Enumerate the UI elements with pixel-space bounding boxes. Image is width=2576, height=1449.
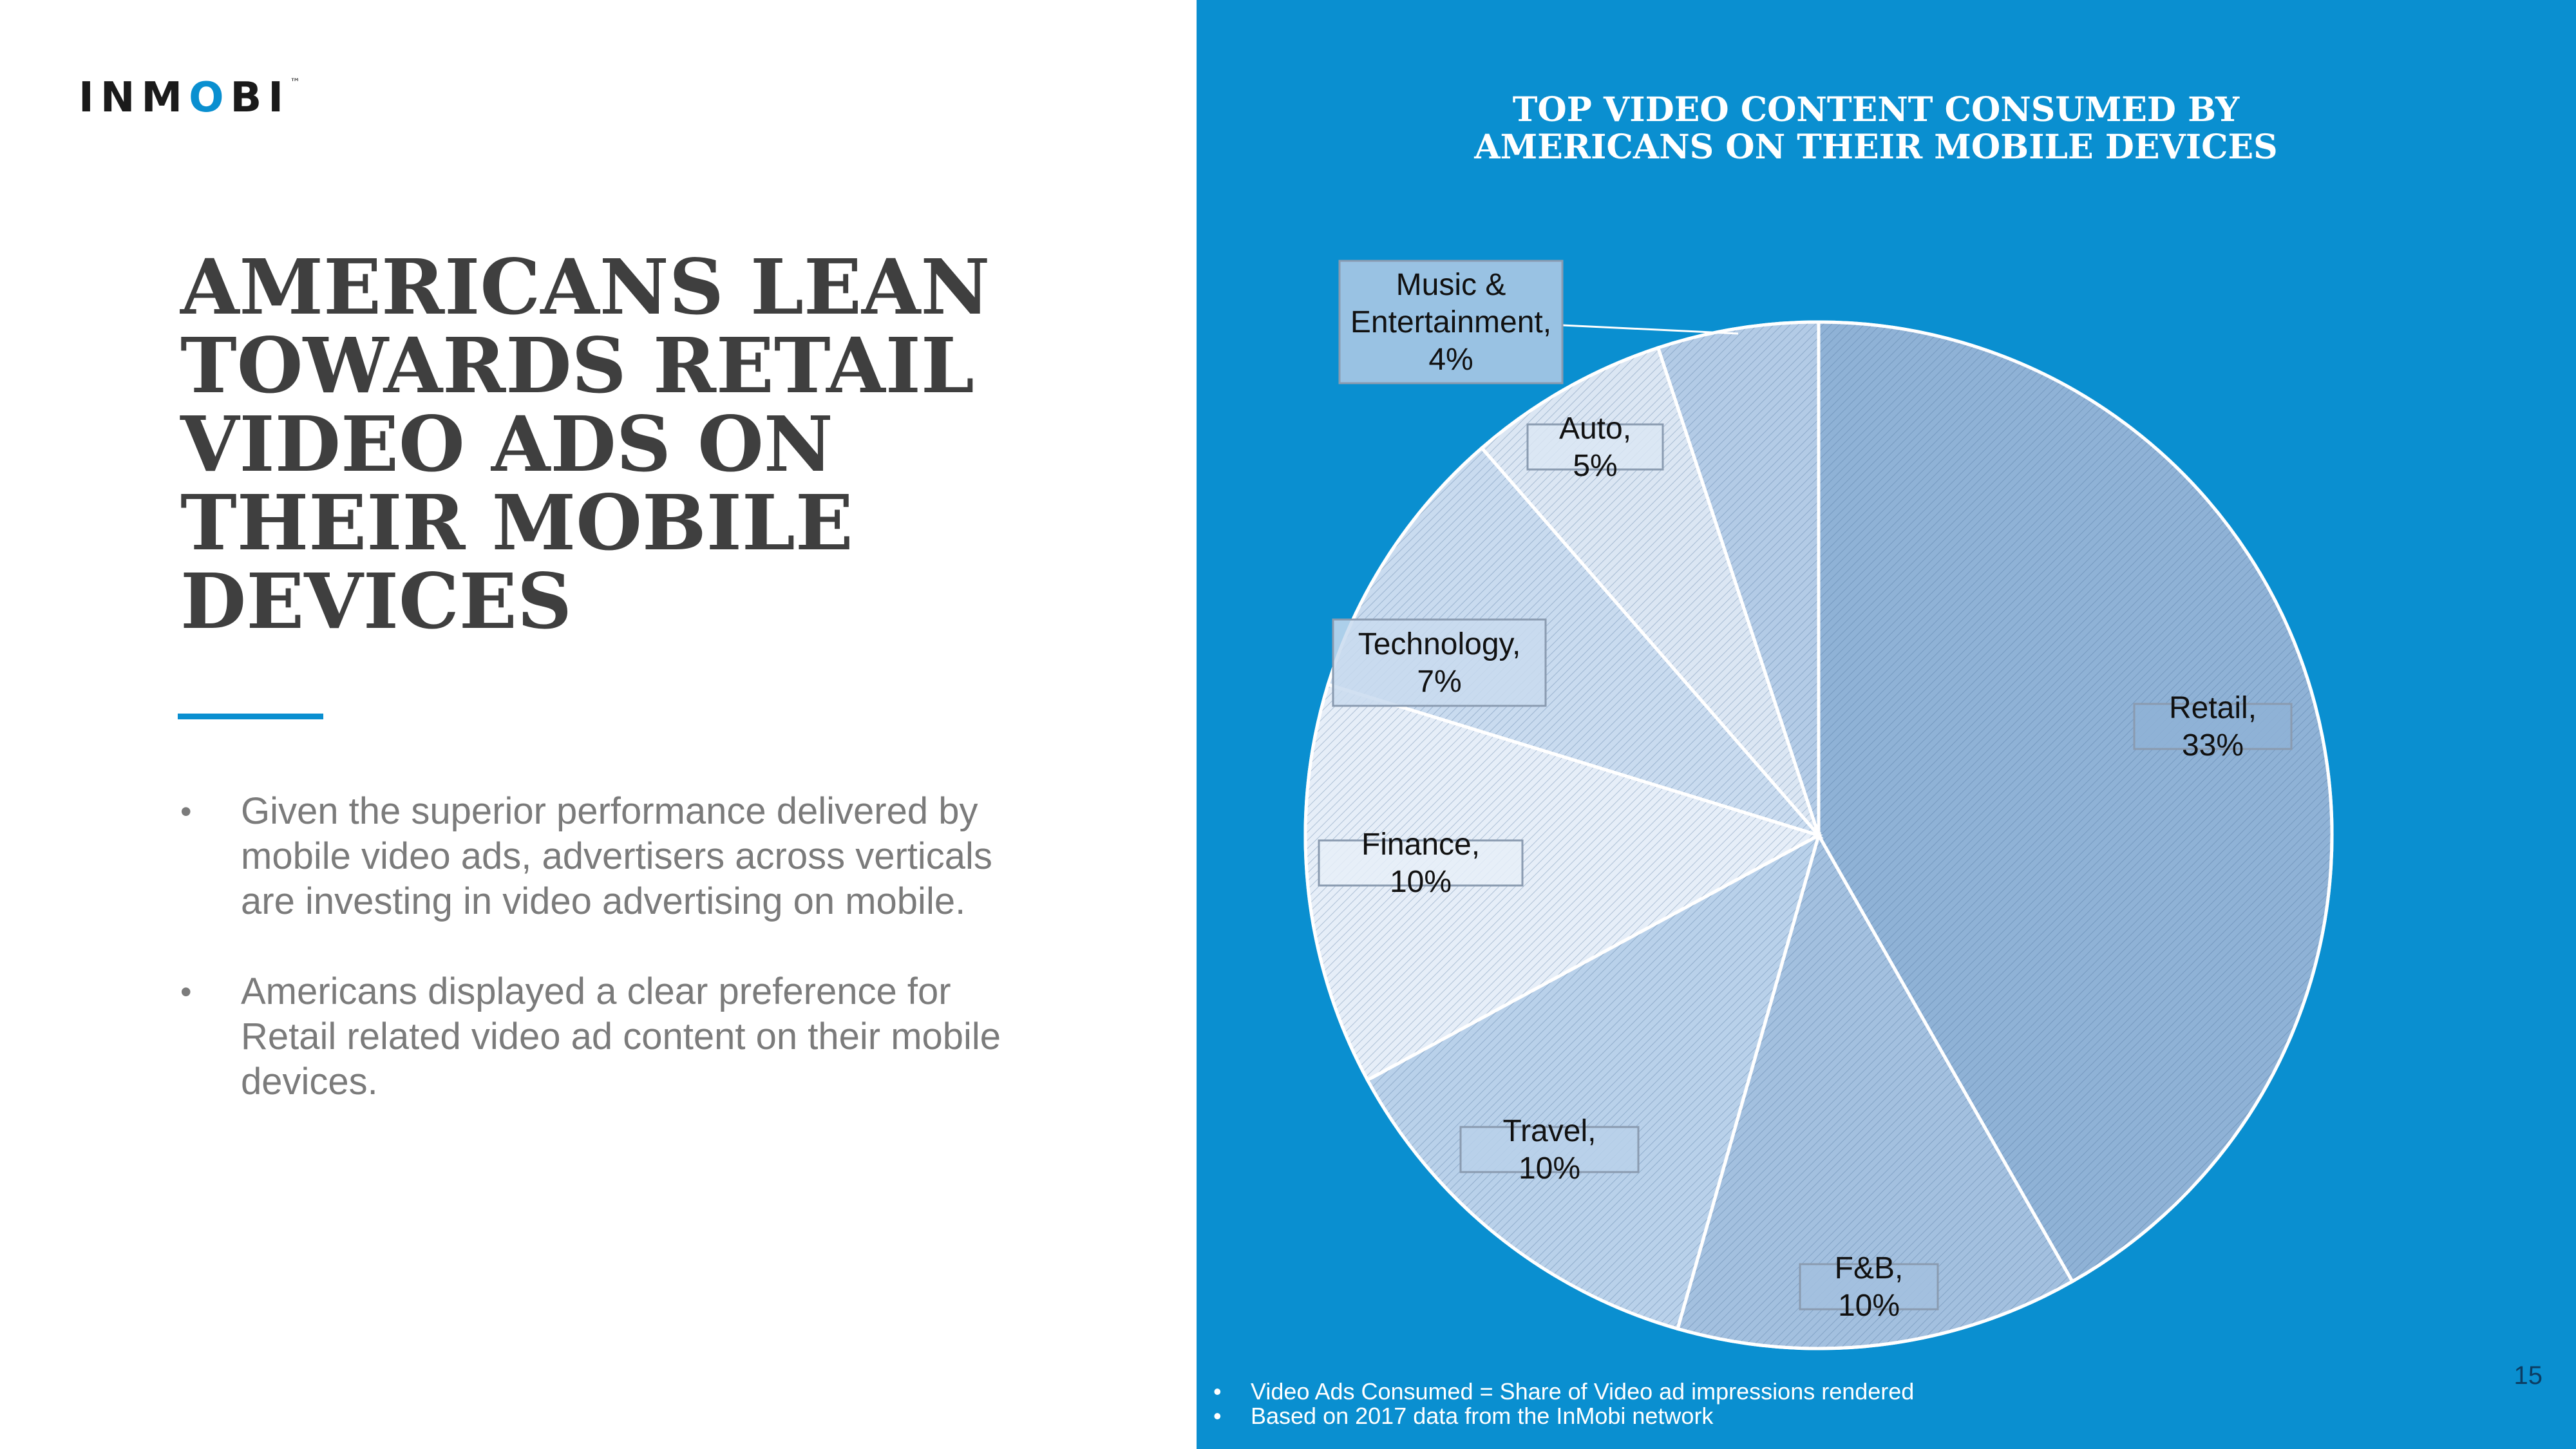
chart-panel: TOP VIDEO CONTENT CONSUMED BY AMERICANS … <box>1197 0 2576 1449</box>
pie-data-label-retail: Retail, 33% <box>2133 691 2293 762</box>
pie-slice-hatch-music-and-entertainment <box>1656 320 1821 836</box>
pie-leader-line <box>1562 324 1739 335</box>
footnote-dot-icon: • <box>1213 1378 1222 1405</box>
svg-text:Travel,10%: Travel, 10% <box>1503 1114 1596 1186</box>
logo-text-start: INM <box>79 74 189 122</box>
svg-text:Retail,33%: Retail, 33% <box>2169 691 2257 762</box>
logo-text-accent: O <box>189 74 231 122</box>
footnote-item: • Video Ads Consumed = Share of Video ad … <box>1213 1379 2179 1404</box>
bullet-list: • Given the superior performance deliver… <box>178 789 1009 1150</box>
pie-data-label-travel: Travel, 10% <box>1459 1114 1640 1186</box>
footnote-item: • Based on 2017 data from the InMobi netw… <box>1213 1404 2179 1428</box>
chart-footnotes: • Video Ads Consumed = Share of Video ad … <box>1213 1379 2179 1428</box>
pie-data-label-fandb: F&B, 10% <box>1799 1251 1939 1323</box>
svg-text:Technology,7%: Technology, 7% <box>1358 627 1521 699</box>
logo-trademark: ™ <box>290 76 301 88</box>
inmobi-logo: INMOBI™ <box>79 76 301 119</box>
bullet-text: Given the superior performance delivered… <box>241 790 992 922</box>
logo-text-end: BI <box>230 74 290 122</box>
left-panel: INMOBI™ AMERICANS LEAN TOWARDS RETAIL VI… <box>0 0 1197 1449</box>
headline-divider <box>178 714 323 719</box>
pie-slice-hatch-retail <box>1817 320 2334 1284</box>
pie-data-label-technology: Technology, 7% <box>1332 618 1547 707</box>
bullet-item: • Given the superior performance deliver… <box>178 789 1009 924</box>
chart-title: TOP VIDEO CONTENT CONSUMED BY AMERICANS … <box>1474 90 2278 167</box>
pie-slice-hatch-travel <box>1365 831 1822 1331</box>
pie-data-label-music-and-entertainment: Music & Entertainment, 4% <box>1338 260 1564 384</box>
svg-text:Auto,5%: Auto, 5% <box>1559 412 1631 483</box>
pie-data-label-finance: Finance, 10% <box>1318 828 1524 899</box>
slide-headline: AMERICANS LEAN TOWARDS RETAIL VIDEO ADS … <box>180 242 990 646</box>
bullet-text: Americans displayed a clear preference f… <box>241 971 1001 1103</box>
page-number: 15 <box>2514 1361 2543 1390</box>
footnote-text: Based on 2017 data from the InMobi netwo… <box>1251 1403 1714 1429</box>
footnote-dot-icon: • <box>1213 1403 1222 1429</box>
bullet-dot-icon: • <box>180 974 192 1010</box>
pie-slice-hatch-finance <box>1303 682 1823 1083</box>
svg-text:F&B,10%: F&B, 10% <box>1835 1251 1904 1323</box>
pie-slice-hatch-fandb <box>1675 831 2075 1350</box>
svg-text:Music &Entertainment,4%: Music & Entertainment, 4% <box>1350 268 1551 377</box>
pie-data-label-auto: Auto, 5% <box>1526 412 1664 483</box>
svg-text:Finance,10%: Finance, 10% <box>1361 828 1480 899</box>
pie-chart: Retail, 33% F&B, 10% Travel, 10% Finance, 10% Te… <box>1303 260 2334 1350</box>
bullet-dot-icon: • <box>180 793 192 829</box>
bullet-item: • Americans displayed a clear preference… <box>178 969 1009 1104</box>
footnote-text: Video Ads Consumed = Share of Video ad i… <box>1251 1378 1915 1405</box>
